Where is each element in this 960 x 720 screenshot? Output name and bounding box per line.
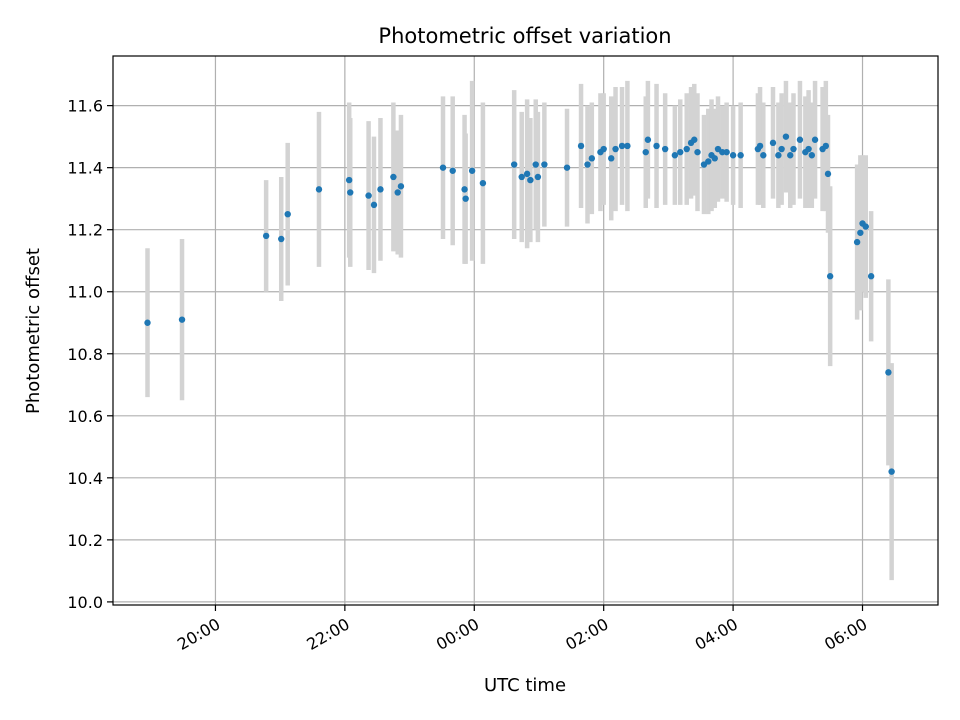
y-tick-label: 10.8 [67, 345, 103, 364]
y-tick-label: 10.2 [67, 531, 103, 550]
y-tick-label: 11.0 [67, 283, 103, 302]
data-point [262, 232, 270, 240]
data-point [518, 173, 525, 181]
data-point [624, 142, 631, 150]
data-points [144, 133, 895, 475]
data-point [671, 152, 679, 159]
data-point [867, 273, 875, 280]
data-point [479, 179, 487, 187]
data-point [347, 189, 354, 196]
y-tick-label: 11.4 [67, 159, 103, 178]
data-point [584, 161, 591, 168]
data-point [449, 167, 456, 174]
data-point [694, 148, 701, 156]
data-point [862, 223, 869, 230]
data-point [600, 145, 607, 153]
data-point [729, 152, 737, 159]
data-point [523, 170, 531, 178]
data-point [642, 148, 649, 156]
data-point [178, 316, 186, 323]
data-point [756, 142, 764, 150]
data-point [588, 155, 596, 162]
data-point [394, 189, 401, 196]
data-point [365, 192, 372, 199]
data-point [826, 273, 834, 280]
chart-title: Photometric offset variation [378, 24, 671, 48]
data-point [711, 155, 718, 162]
data-point [532, 161, 539, 168]
data-point [653, 142, 660, 150]
data-point [345, 176, 353, 184]
data-point [390, 173, 397, 181]
data-point [608, 155, 615, 162]
data-point [775, 152, 782, 159]
data-point [811, 136, 819, 143]
data-point [888, 468, 895, 475]
data-point [661, 145, 669, 153]
y-axis-title: Photometric offset [23, 248, 44, 414]
data-point [278, 235, 285, 243]
data-point [822, 142, 830, 150]
data-point [853, 238, 861, 246]
y-tick-label: 10.6 [67, 407, 103, 426]
data-point [534, 173, 542, 181]
data-point [563, 164, 571, 171]
data-point [461, 186, 468, 193]
data-point [370, 201, 378, 209]
data-point [612, 145, 619, 153]
data-point [644, 136, 652, 143]
data-point [397, 183, 405, 190]
data-point [691, 136, 698, 143]
data-point [462, 195, 469, 202]
data-point [541, 161, 548, 168]
data-point [577, 142, 585, 150]
data-point [857, 229, 864, 236]
data-point [885, 369, 892, 376]
data-point [769, 139, 777, 147]
y-tick-label: 11.2 [67, 221, 103, 240]
data-point [790, 145, 797, 153]
data-point [782, 133, 790, 140]
data-point [439, 164, 447, 171]
data-point [805, 145, 812, 153]
data-point [787, 152, 794, 159]
data-point [705, 158, 712, 165]
data-point [144, 319, 151, 326]
data-point [510, 161, 518, 168]
plot-frame [112, 55, 939, 606]
data-point [760, 152, 767, 159]
y-tick-label: 10.0 [67, 593, 103, 612]
data-point [468, 167, 476, 174]
x-axis-title: UTC time [484, 675, 566, 696]
data-point [677, 148, 684, 156]
data-point [315, 186, 323, 193]
data-point [683, 145, 690, 153]
data-point [284, 210, 291, 218]
data-point [527, 176, 534, 184]
data-point [824, 170, 832, 178]
data-point [377, 186, 384, 193]
y-tick-label: 11.6 [67, 97, 103, 116]
y-axis-ticks: 10.0 10.2 10.4 10.6 10.8 11.0 11.2 11.4 11.6 [67, 97, 113, 612]
data-point [796, 136, 804, 143]
y-tick-label: 10.4 [67, 469, 103, 488]
data-point [737, 152, 744, 159]
data-point [808, 152, 816, 159]
data-point [618, 142, 626, 150]
data-point [723, 148, 730, 156]
data-point [778, 145, 785, 153]
